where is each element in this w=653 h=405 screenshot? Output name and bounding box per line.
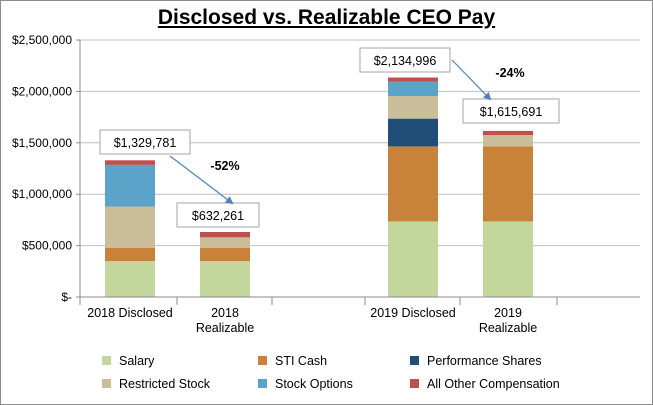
- total-callout-box: [462, 98, 560, 124]
- total-callout-label: $632,261: [192, 209, 244, 223]
- bar-segment: [105, 164, 155, 207]
- y-tick-label: $500,000: [22, 239, 72, 253]
- y-axis: $- $500,000 $1,000,000 $1,500,000 $2,000,000…: [12, 33, 81, 304]
- total-callout-label: $1,329,781: [114, 136, 177, 150]
- x-tick-label: Realizable: [479, 321, 537, 335]
- x-tick-label: 2019: [494, 306, 522, 320]
- bar-segment: [105, 160, 155, 165]
- y-tick-label: $2,500,000: [12, 33, 72, 47]
- legend-item: STI Cash: [258, 354, 327, 368]
- legend-item: Restricted Stock: [102, 377, 210, 391]
- total-callout-label: $1,615,691: [480, 105, 543, 119]
- bar-segment: [483, 221, 533, 297]
- change-arrow: [451, 59, 492, 101]
- legend-swatch: [258, 379, 267, 389]
- legend-label: All Other Compensation: [427, 377, 560, 391]
- x-tick-label: Realizable: [196, 321, 254, 335]
- legend-label: Stock Options: [275, 377, 353, 391]
- legend-item: Performance Shares: [410, 354, 542, 368]
- y-tick-label: $-: [61, 290, 72, 304]
- legend-swatch: [102, 379, 111, 389]
- y-tick-label: $2,000,000: [12, 84, 72, 98]
- bar-segment: [200, 247, 250, 262]
- x-tick-label: 2019 Disclosed: [370, 306, 456, 320]
- bar-segment: [388, 77, 438, 82]
- legend-swatch: [102, 356, 111, 366]
- change-arrow: [169, 155, 234, 205]
- legend-label: STI Cash: [275, 354, 328, 368]
- legend-item: Stock Options: [258, 377, 353, 391]
- change-percent-label: -52%: [210, 159, 239, 173]
- bar-segment: [105, 247, 155, 262]
- legend-item: Salary: [102, 354, 154, 368]
- chart-title: Disclosed vs. Realizable CEO Pay: [157, 6, 496, 29]
- total-callout-label: $2,134,996: [374, 54, 437, 68]
- total-callout-box: [359, 47, 451, 73]
- legend-label: Salary: [119, 354, 155, 368]
- legend-label: Performance Shares: [427, 354, 542, 368]
- total-callout-box: [176, 202, 260, 228]
- bar-segment: [388, 81, 438, 97]
- bar-segment: [200, 261, 250, 297]
- y-tick-label: $1,000,000: [12, 187, 72, 201]
- total-callout-box: [99, 129, 191, 155]
- bar-segment: [483, 130, 533, 136]
- legend-swatch: [410, 356, 419, 366]
- bar-segment: [105, 261, 155, 297]
- annotations: $1,329,781 $632,261 $2,134,996 $1,615,691 -5…: [99, 47, 560, 228]
- bar-segment: [483, 146, 533, 222]
- legend-item: All Other Compensation: [410, 377, 560, 391]
- x-tick-label: 2018: [211, 306, 239, 320]
- bar-segment: [388, 146, 438, 222]
- bar-segment: [483, 135, 533, 147]
- y-tick-label: $1,500,000: [12, 136, 72, 150]
- legend-swatch: [410, 379, 419, 389]
- bar-segment: [388, 96, 438, 119]
- gridlines: [80, 39, 640, 247]
- bar-segment: [388, 118, 438, 147]
- bar-segment: [105, 206, 155, 248]
- bars: [105, 77, 533, 297]
- change-percent-label: -24%: [495, 66, 524, 80]
- bar-segment: [200, 237, 250, 248]
- legend-swatch: [258, 356, 267, 366]
- legend-label: Restricted Stock: [119, 377, 211, 391]
- x-tick-label: 2018 Disclosed: [87, 306, 173, 320]
- bar-segment: [200, 232, 250, 238]
- bar-segment: [388, 221, 438, 297]
